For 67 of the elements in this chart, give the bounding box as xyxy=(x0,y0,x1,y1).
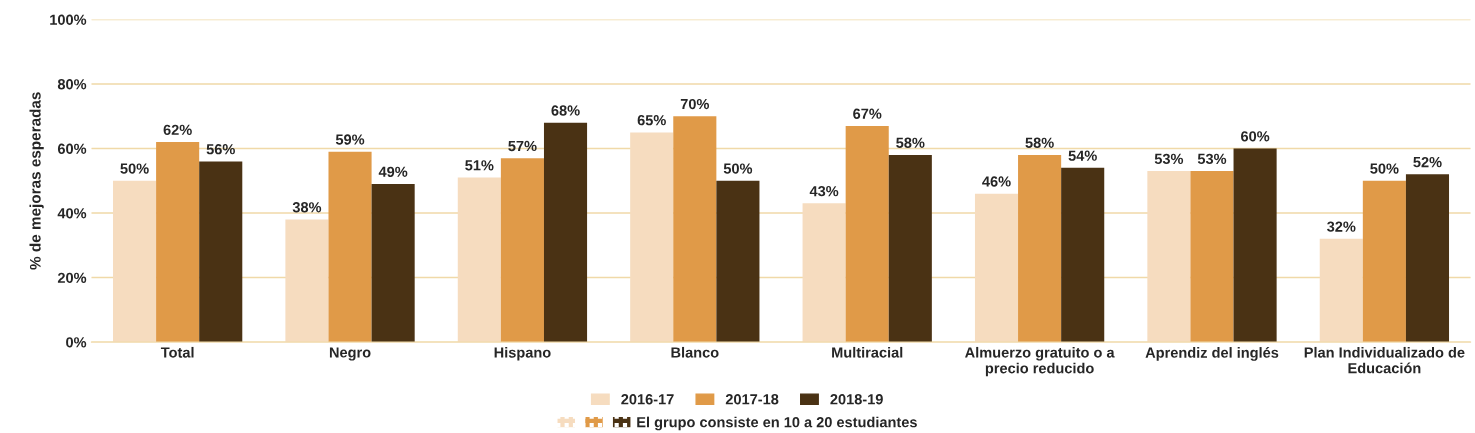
bar xyxy=(673,116,717,343)
x-tick-label: Hispano xyxy=(494,346,551,361)
data-label: 58% xyxy=(896,137,925,148)
bar xyxy=(1362,180,1406,343)
data-label: 43% xyxy=(809,185,839,197)
bar xyxy=(1018,154,1062,343)
bar xyxy=(156,142,200,343)
data-label: 50% xyxy=(120,163,149,174)
data-label: 59% xyxy=(335,134,365,145)
data-label: 50% xyxy=(723,163,753,174)
y-tick-label: 40% xyxy=(57,208,87,219)
data-label: 58% xyxy=(1025,137,1054,148)
bar xyxy=(371,184,415,343)
bar xyxy=(802,203,846,343)
data-label: 60% xyxy=(1241,131,1270,142)
bar xyxy=(1061,167,1105,343)
bar xyxy=(974,193,1019,343)
data-label: 70% xyxy=(680,98,710,110)
data-label: 56% xyxy=(206,144,235,155)
data-label: 51% xyxy=(465,160,494,171)
data-label: 53% xyxy=(1154,153,1184,165)
text: El grupo consiste en 10 a 20 estudiantes xyxy=(637,416,917,431)
bar xyxy=(1319,238,1363,343)
legend-label: 2018-19 xyxy=(830,394,883,405)
data-label: 67% xyxy=(853,108,882,119)
legend-label: 2017-18 xyxy=(725,394,779,405)
bar xyxy=(328,151,372,343)
y-tick-label: 20% xyxy=(57,272,87,283)
data-label: 49% xyxy=(378,166,408,177)
bar xyxy=(285,219,329,343)
x-tick-label: Aprendiz del inglés xyxy=(1145,346,1279,361)
x-tick-label: Almuerzo gratuito o a precio reducido xyxy=(965,346,1115,377)
bar xyxy=(1405,174,1450,343)
x-tick-label: Multiracial xyxy=(832,346,903,358)
data-label: 38% xyxy=(292,202,322,213)
bar xyxy=(199,161,243,343)
bar xyxy=(1233,148,1277,343)
x-tick-label: Blanco xyxy=(671,346,719,358)
bar xyxy=(113,180,157,343)
bar xyxy=(888,154,932,343)
x-tick-label: Negro xyxy=(329,347,371,361)
data-label: 32% xyxy=(1327,221,1356,232)
y-axis-title: % de mejoras esperadas xyxy=(29,92,44,270)
bar xyxy=(457,177,501,343)
x-tick-label: Plan Individualizado de Educación xyxy=(1304,346,1465,374)
data-label: 46% xyxy=(982,176,1011,187)
data-label: 50% xyxy=(1370,163,1399,174)
y-tick-label: 60% xyxy=(57,143,87,154)
bar xyxy=(630,132,674,343)
y-tick-label: 100% xyxy=(50,14,87,25)
y-tick-label: 80% xyxy=(57,79,87,90)
bar xyxy=(716,180,760,343)
data-label: 54% xyxy=(1068,150,1097,161)
data-label: 62% xyxy=(163,124,192,136)
data-label: 52% xyxy=(1413,156,1442,168)
bar xyxy=(1147,171,1191,343)
x-tick-label: Total xyxy=(160,346,194,358)
data-label: 68% xyxy=(551,105,580,116)
bar xyxy=(845,125,889,343)
data-label: 57% xyxy=(508,140,537,152)
bar xyxy=(500,158,544,343)
y-tick-label: 0% xyxy=(66,337,87,348)
legend-label: 2016-17 xyxy=(621,394,674,405)
bar xyxy=(1190,171,1234,343)
data-label: 53% xyxy=(1197,153,1227,165)
data-label: 65% xyxy=(637,115,666,126)
bar xyxy=(543,122,588,343)
